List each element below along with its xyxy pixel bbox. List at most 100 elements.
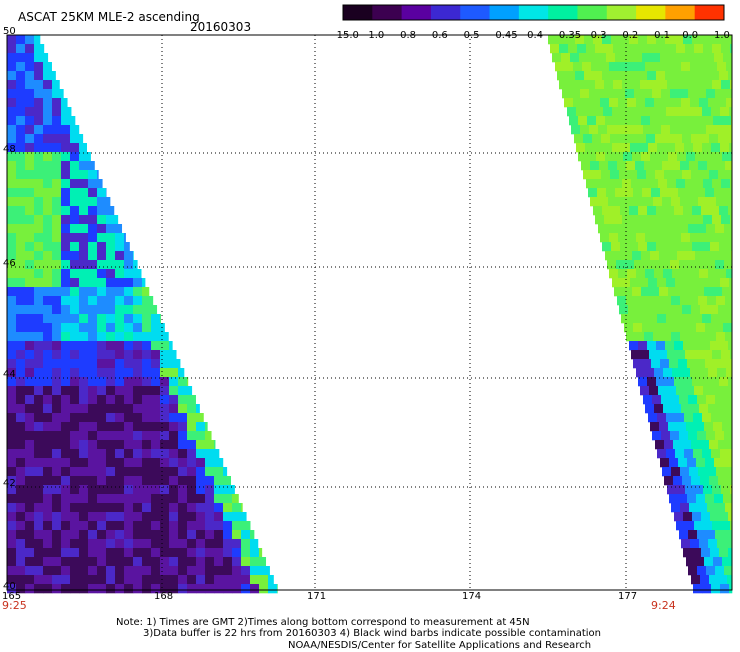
data-cell	[70, 395, 79, 404]
data-cell	[709, 170, 718, 179]
data-cell	[160, 485, 169, 494]
data-cell	[133, 548, 142, 557]
data-cell	[654, 368, 663, 377]
data-cell	[717, 368, 726, 377]
data-cell	[683, 341, 692, 350]
data-cell	[686, 422, 695, 431]
data-cell	[683, 206, 692, 215]
data-cell	[611, 206, 620, 215]
data-cell	[196, 575, 205, 584]
data-cell	[682, 170, 691, 179]
data-cell	[88, 323, 97, 332]
data-cell	[689, 332, 698, 341]
data-cell	[205, 539, 214, 548]
data-cell	[16, 296, 25, 305]
data-cell	[61, 188, 70, 197]
data-cell	[7, 206, 16, 215]
data-cell	[723, 188, 732, 197]
data-cell	[196, 503, 205, 512]
data-cell	[628, 305, 637, 314]
data-cell	[160, 467, 169, 476]
data-cell	[52, 575, 61, 584]
data-cell	[115, 440, 124, 449]
data-cell	[666, 278, 675, 287]
data-cell	[715, 89, 724, 98]
data-cell	[703, 350, 712, 359]
data-cell	[43, 314, 52, 323]
data-cell	[680, 503, 689, 512]
data-cell	[716, 503, 725, 512]
data-cell	[115, 422, 124, 431]
data-cell	[124, 305, 133, 314]
data-cell	[34, 458, 43, 467]
data-cell	[169, 548, 178, 557]
data-cell	[598, 125, 607, 134]
data-cell	[241, 530, 250, 539]
data-cell	[97, 440, 106, 449]
data-cell	[699, 404, 708, 413]
data-cell	[25, 368, 34, 377]
data-cell	[718, 440, 727, 449]
data-cell	[7, 539, 16, 548]
data-cell	[97, 548, 106, 557]
data-cell	[151, 575, 160, 584]
data-cell	[16, 449, 25, 458]
data-cell	[133, 530, 142, 539]
data-cell	[43, 125, 52, 134]
data-cell	[16, 575, 25, 584]
data-cell	[718, 134, 727, 143]
data-cell	[169, 575, 178, 584]
data-cell	[259, 566, 268, 575]
data-cell	[142, 530, 151, 539]
data-cell	[133, 494, 142, 503]
data-cell	[25, 521, 34, 530]
data-cell	[142, 314, 151, 323]
data-cell	[16, 359, 25, 368]
data-cell	[160, 404, 169, 413]
data-cell	[722, 251, 731, 260]
data-cell	[88, 269, 97, 278]
data-cell	[34, 197, 43, 206]
data-cell	[115, 467, 124, 476]
data-cell	[232, 521, 241, 530]
data-cell	[214, 485, 223, 494]
data-cell	[34, 44, 43, 53]
data-cell	[687, 188, 696, 197]
data-cell	[124, 485, 133, 494]
data-cell	[678, 53, 687, 62]
data-cell	[697, 125, 706, 134]
data-cell	[52, 557, 61, 566]
data-cell	[25, 188, 34, 197]
data-cell	[70, 458, 79, 467]
data-cell	[88, 278, 97, 287]
data-cell	[160, 548, 169, 557]
data-cell	[705, 53, 714, 62]
data-cell	[716, 467, 725, 476]
data-cell	[661, 89, 670, 98]
data-cell	[655, 305, 664, 314]
data-cell	[52, 116, 61, 125]
data-cell	[34, 494, 43, 503]
data-cell	[721, 386, 730, 395]
data-cell	[142, 305, 151, 314]
data-cell	[169, 350, 177, 359]
data-cell	[88, 359, 97, 368]
data-cell	[703, 386, 712, 395]
data-cell	[196, 584, 205, 593]
data-cell	[160, 575, 169, 584]
data-swaths	[7, 35, 732, 593]
data-cell	[623, 287, 632, 296]
data-cell	[34, 323, 43, 332]
data-cell	[709, 440, 718, 449]
data-cell	[61, 476, 70, 485]
data-cell	[694, 179, 703, 188]
data-cell	[681, 368, 690, 377]
data-cell	[726, 368, 732, 377]
data-cell	[25, 530, 34, 539]
data-cell	[88, 548, 97, 557]
data-cell	[43, 71, 52, 80]
data-cell	[636, 62, 645, 71]
data-cell	[133, 341, 142, 350]
data-cell	[692, 242, 701, 251]
data-cell	[678, 494, 687, 503]
